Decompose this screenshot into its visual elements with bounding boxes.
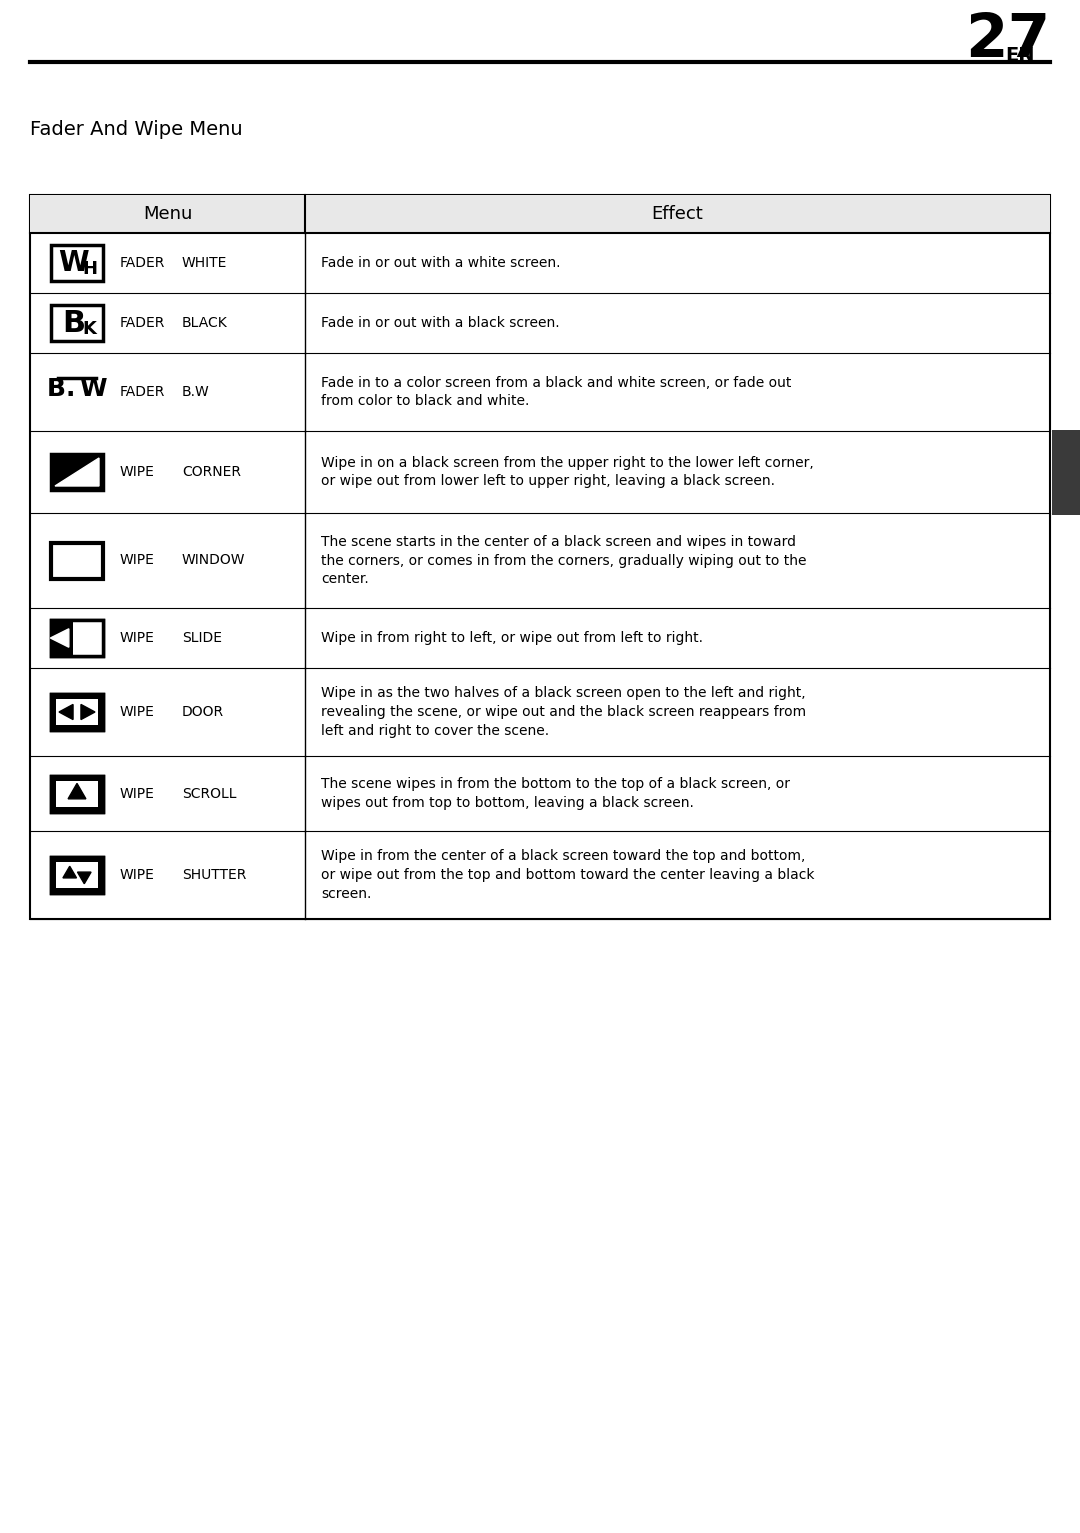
Bar <box>51 245 103 281</box>
Text: Effect: Effect <box>651 205 703 222</box>
Text: CORNER: CORNER <box>183 464 241 478</box>
Text: $\mathbf{B}$: $\mathbf{B}$ <box>63 308 85 337</box>
Text: Wipe in from the center of a black screen toward the top and bottom,
or wipe out: Wipe in from the center of a black scree… <box>321 849 814 901</box>
Polygon shape <box>78 872 91 883</box>
Bar <box>51 776 103 811</box>
Bar <box>56 780 98 806</box>
Text: FADER: FADER <box>120 256 165 270</box>
Bar <box>72 619 103 656</box>
Text: WIPE: WIPE <box>120 553 154 567</box>
Polygon shape <box>81 705 95 719</box>
Bar <box>51 305 103 340</box>
Text: SCROLL: SCROLL <box>183 786 237 800</box>
Text: WIPE: WIPE <box>120 868 154 881</box>
Bar <box>51 857 103 894</box>
Text: WIPE: WIPE <box>120 632 154 645</box>
Text: $\mathbf{K}$: $\mathbf{K}$ <box>82 320 98 337</box>
Polygon shape <box>59 705 73 719</box>
Bar <box>30 195 1050 918</box>
Text: Fader And Wipe Menu: Fader And Wipe Menu <box>30 120 243 140</box>
Polygon shape <box>51 629 69 647</box>
Text: The scene starts in the center of a black screen and wipes in toward
the corners: The scene starts in the center of a blac… <box>321 535 807 587</box>
Text: Wipe in as the two halves of a black screen open to the left and right,
revealin: Wipe in as the two halves of a black scr… <box>321 687 806 737</box>
Text: Fade in or out with a white screen.: Fade in or out with a white screen. <box>321 256 561 270</box>
Text: BLACK: BLACK <box>183 316 228 330</box>
Text: Wipe in on a black screen from the upper right to the lower left corner,
or wipe: Wipe in on a black screen from the upper… <box>321 455 813 489</box>
Text: 27: 27 <box>964 11 1050 71</box>
Text: Fade in or out with a black screen.: Fade in or out with a black screen. <box>321 316 559 330</box>
Bar <box>30 195 1050 233</box>
Bar <box>51 619 103 656</box>
Bar <box>51 694 103 730</box>
Polygon shape <box>68 783 86 799</box>
Text: WIPE: WIPE <box>120 705 154 719</box>
Text: SLIDE: SLIDE <box>183 632 222 645</box>
Bar <box>51 543 103 578</box>
Text: WIPE: WIPE <box>120 786 154 800</box>
Text: The scene wipes in from the bottom to the top of a black screen, or
wipes out fr: The scene wipes in from the bottom to th… <box>321 777 789 809</box>
Text: Fade in to a color screen from a black and white screen, or fade out
from color : Fade in to a color screen from a black a… <box>321 376 792 408</box>
Bar <box>51 454 103 491</box>
Text: Menu: Menu <box>143 205 192 222</box>
Text: FADER: FADER <box>120 316 165 330</box>
Text: SHUTTER: SHUTTER <box>183 868 246 881</box>
Bar <box>51 694 103 730</box>
Text: WINDOW: WINDOW <box>183 553 245 567</box>
Bar <box>56 699 98 725</box>
Bar <box>51 619 103 656</box>
Text: FADER: FADER <box>120 385 165 399</box>
Bar <box>51 857 103 894</box>
Text: $\mathbf{H}$: $\mathbf{H}$ <box>82 261 97 277</box>
Polygon shape <box>63 866 77 878</box>
Bar <box>1052 429 1080 515</box>
Text: WIPE: WIPE <box>120 464 154 478</box>
Text: $\mathbf{W}$: $\mathbf{W}$ <box>58 248 90 277</box>
Text: $\mathbf{B.W}$: $\mathbf{B.W}$ <box>45 377 108 402</box>
Bar <box>56 862 98 888</box>
Text: Wipe in from right to left, or wipe out from left to right.: Wipe in from right to left, or wipe out … <box>321 632 703 645</box>
Text: B.W: B.W <box>183 385 210 399</box>
Polygon shape <box>55 458 99 486</box>
Text: WHITE: WHITE <box>183 256 228 270</box>
Text: DOOR: DOOR <box>183 705 225 719</box>
Bar <box>51 776 103 811</box>
Text: EN: EN <box>1005 46 1035 64</box>
